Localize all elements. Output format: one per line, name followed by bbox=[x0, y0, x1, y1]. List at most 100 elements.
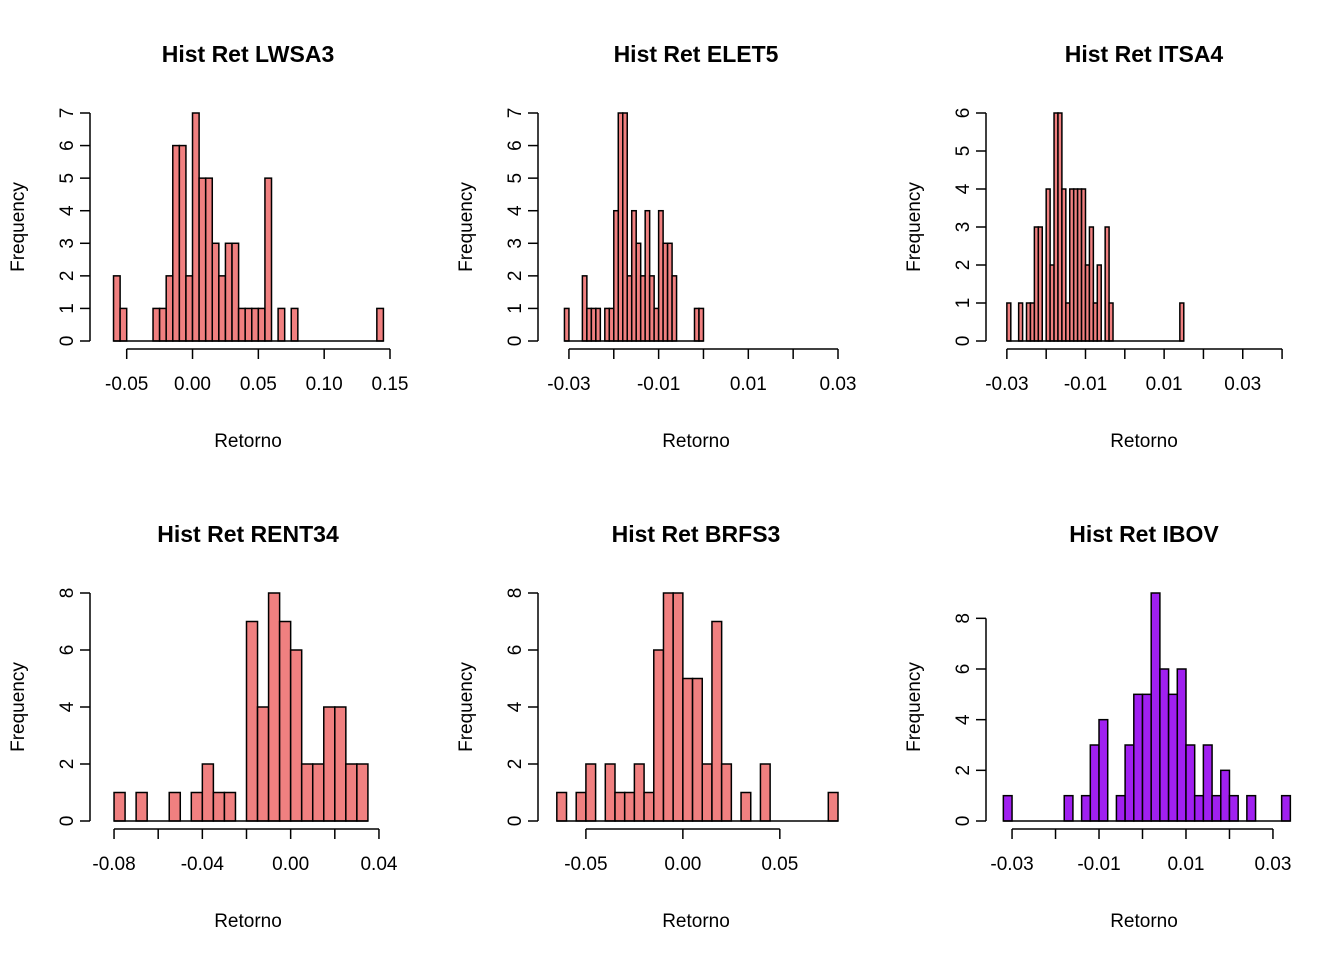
histogram-bar bbox=[698, 307, 705, 342]
histogram-bar bbox=[643, 791, 655, 822]
y-axis-label: Frequency bbox=[8, 182, 29, 272]
histogram-bar bbox=[1167, 693, 1179, 822]
histogram-bar bbox=[740, 791, 752, 822]
histogram-bar bbox=[112, 275, 121, 342]
y-tick-label: 0 bbox=[505, 336, 526, 347]
x-tick-label: 0.00 bbox=[272, 854, 309, 875]
histogram-bar bbox=[152, 307, 161, 342]
histogram-bar bbox=[1159, 668, 1170, 822]
histogram-bar bbox=[244, 307, 253, 342]
y-axis-label: Frequency bbox=[456, 182, 477, 272]
histogram-bar bbox=[201, 763, 215, 822]
x-tick-label: -0.05 bbox=[564, 854, 607, 875]
histogram-bar bbox=[1063, 794, 1074, 822]
histogram-bar bbox=[256, 706, 270, 822]
histogram-bar bbox=[1185, 744, 1196, 822]
histogram-bar bbox=[827, 791, 839, 822]
histogram-bar bbox=[204, 177, 214, 342]
histogram-bar bbox=[198, 177, 207, 342]
x-tick-label: 0.01 bbox=[730, 374, 767, 395]
histogram-bar bbox=[1002, 794, 1013, 822]
histogram-bar bbox=[720, 763, 733, 822]
y-tick-label: 7 bbox=[57, 108, 78, 119]
x-axis-label: Retorno bbox=[214, 431, 282, 452]
y-tick-label: 6 bbox=[953, 664, 974, 675]
y-tick-label: 4 bbox=[505, 701, 526, 712]
histogram-bar bbox=[672, 592, 684, 822]
panel-title: Hist Ret LWSA3 bbox=[162, 41, 335, 67]
histogram-bar bbox=[191, 112, 200, 342]
x-tick-label: 0.01 bbox=[1146, 374, 1183, 395]
histogram-bar bbox=[119, 307, 128, 342]
histogram-bar bbox=[172, 144, 181, 342]
y-tick-label: 4 bbox=[57, 205, 78, 216]
y-tick-label: 5 bbox=[953, 146, 974, 157]
histogram-bar bbox=[604, 763, 616, 822]
histogram-bar bbox=[1098, 718, 1109, 822]
histogram-bar bbox=[185, 275, 194, 342]
histogram-panel: Hist Ret BRFS3 -0.05 0.00 0.05 Retorno 0 2 4 6 8 F… bbox=[456, 521, 839, 932]
x-axis-label: Retorno bbox=[1110, 431, 1178, 452]
x-tick-label: -0.03 bbox=[985, 374, 1028, 395]
y-axis-label: Frequency bbox=[456, 662, 477, 752]
histogram-bar bbox=[345, 763, 358, 822]
histogram-bar bbox=[556, 791, 568, 822]
y-tick-label: 3 bbox=[953, 222, 974, 233]
histogram-bar bbox=[759, 763, 771, 822]
y-tick-label: 8 bbox=[57, 588, 78, 599]
x-tick-label: 0.00 bbox=[664, 854, 701, 875]
panel-title: Hist Ret BRFS3 bbox=[612, 521, 781, 547]
histogram-bar bbox=[231, 242, 240, 342]
x-axis-label: Retorno bbox=[1110, 911, 1178, 932]
y-tick-label: 0 bbox=[953, 336, 974, 347]
histogram-bar bbox=[1150, 592, 1161, 822]
histogram-bar bbox=[1141, 693, 1152, 822]
histogram-bar bbox=[376, 307, 385, 342]
x-tick-label: 0.15 bbox=[372, 374, 409, 395]
y-tick-label: 2 bbox=[57, 271, 78, 282]
histogram-bar bbox=[168, 791, 182, 822]
x-tick-label: 0.01 bbox=[1167, 854, 1204, 875]
histogram-bar bbox=[1280, 794, 1292, 822]
histogram-bar bbox=[218, 275, 227, 342]
histogram-bar bbox=[257, 307, 266, 342]
histogram-bar bbox=[165, 275, 174, 342]
x-axis-label: Retorno bbox=[214, 911, 282, 932]
y-tick-label: 3 bbox=[57, 238, 78, 249]
histogram-bar bbox=[1080, 794, 1092, 822]
histogram-bar bbox=[278, 620, 292, 822]
x-tick-label: 0.00 bbox=[174, 374, 211, 395]
histogram-bar bbox=[662, 592, 674, 822]
y-tick-label: 2 bbox=[505, 271, 526, 282]
histogram-bar bbox=[1193, 794, 1205, 822]
histogram-bar bbox=[653, 649, 665, 822]
y-tick-label: 0 bbox=[505, 816, 526, 827]
y-tick-label: 5 bbox=[505, 173, 526, 184]
x-tick-label: -0.04 bbox=[181, 854, 225, 875]
y-tick-label: 1 bbox=[57, 303, 78, 314]
y-tick-label: 6 bbox=[505, 140, 526, 151]
y-tick-label: 1 bbox=[505, 303, 526, 314]
x-tick-label: -0.01 bbox=[1077, 854, 1120, 875]
histogram-bar bbox=[1220, 769, 1231, 822]
panel-title: Hist Ret RENT34 bbox=[157, 521, 339, 547]
histogram-bar bbox=[691, 677, 704, 822]
y-tick-label: 5 bbox=[57, 173, 78, 184]
histogram-bar bbox=[135, 791, 148, 822]
x-tick-label: -0.08 bbox=[92, 854, 135, 875]
y-tick-label: 4 bbox=[953, 714, 974, 725]
y-tick-label: 6 bbox=[505, 645, 526, 656]
x-tick-label: 0.03 bbox=[1224, 374, 1261, 395]
histogram-bar bbox=[251, 307, 260, 342]
x-tick-label: -0.03 bbox=[990, 854, 1033, 875]
x-tick-label: -0.05 bbox=[105, 374, 148, 395]
x-tick-label: 0.10 bbox=[306, 374, 343, 395]
histogram-panel: Hist Ret ELET5 -0.03 -0.01 0.01 0.03 Retorno 0… bbox=[456, 41, 856, 452]
histogram-bar bbox=[1096, 264, 1102, 342]
histogram-bar bbox=[190, 791, 204, 822]
y-tick-label: 4 bbox=[953, 183, 974, 194]
histogram-bar bbox=[671, 275, 678, 342]
panel-title: Hist Ret IBOV bbox=[1069, 521, 1219, 547]
panel-title: Hist Ret ITSA4 bbox=[1065, 41, 1224, 67]
histogram-bar bbox=[1006, 302, 1012, 342]
